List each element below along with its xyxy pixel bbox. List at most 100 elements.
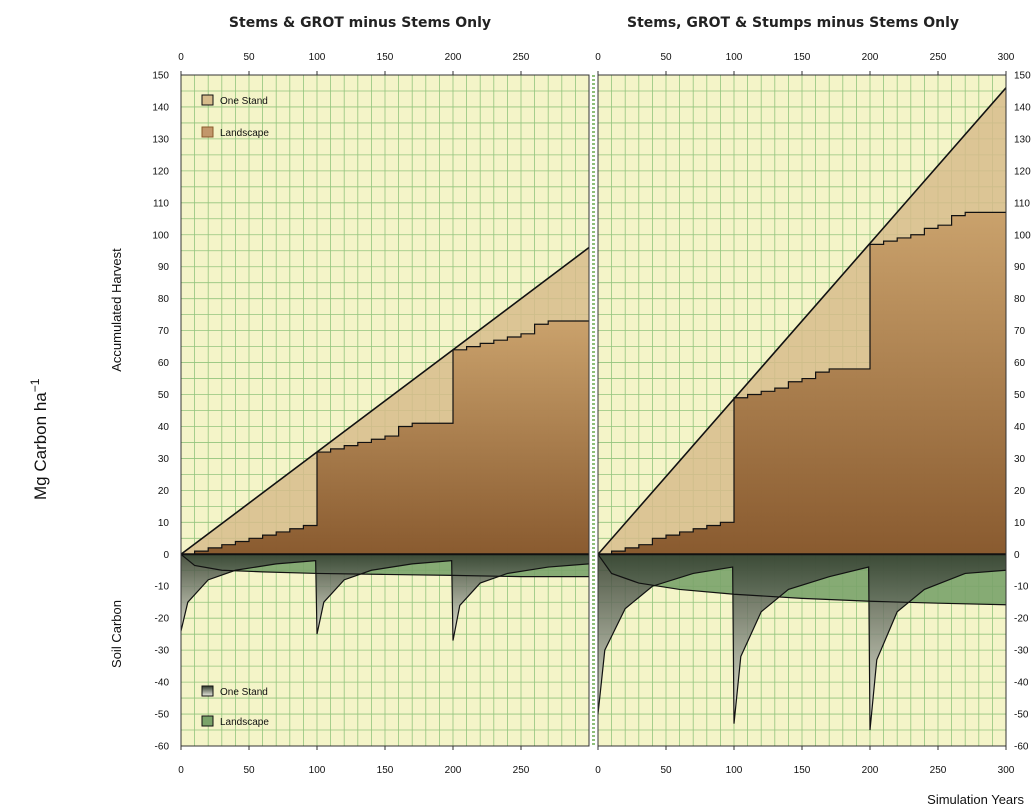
panel2-soil-one-stand-area [598, 554, 1006, 731]
panel2-y-tick-right: 50 [1014, 390, 1026, 401]
panel1-y-tick-left: 60 [158, 358, 170, 369]
soil-carbon-label: Soil Carbon [109, 600, 124, 668]
harvest-legend: One Stand Landscape [201, 94, 269, 139]
panel1-y-tick-left: 90 [158, 262, 170, 273]
panel2-harvest-one-stand-line [598, 87, 1006, 555]
panel2-y-tick-right: 20 [1014, 486, 1026, 497]
panel1-y-tick-left: 150 [152, 71, 169, 82]
panel2-y-tick-right: 110 [1014, 198, 1030, 209]
panel2-x-tick-top: 0 [595, 52, 601, 63]
panel1-y-tick-left: 70 [158, 326, 170, 337]
panel2-x-tick-top: 150 [794, 52, 811, 63]
panel1-y-tick-left: -50 [155, 710, 170, 721]
panel1-y-tick-left: 30 [158, 454, 170, 465]
panel1-x-tick-bottom: 50 [243, 765, 255, 776]
panel2-y-tick-right: 90 [1014, 262, 1026, 273]
panel1-y-tick-left: 0 [163, 550, 169, 561]
panel1-x-tick-top: 50 [243, 52, 255, 63]
soil-legend: One Stand Landscape [201, 685, 269, 728]
panel2-y-tick-right: 70 [1014, 326, 1026, 337]
panel2-x-tick-top: 100 [726, 52, 743, 63]
legend-label-soil-landscape: Landscape [220, 717, 269, 728]
panel2-harvest-landscape-line [598, 211, 1006, 555]
panel2-harvest-landscape-area [598, 212, 1006, 555]
panel1-y-tick-left: 140 [152, 102, 169, 113]
panel2-soil-landscape-line [598, 553, 1006, 606]
y-axis-title-superscript: −1 [28, 378, 42, 392]
panel1-harvest-landscape-line [181, 320, 589, 555]
y-axis-title: Mg Carbon ha−1 [28, 378, 50, 500]
panel1-y-tick-left: 130 [152, 134, 169, 145]
panel1-y-tick-left: 10 [158, 518, 170, 529]
panel1-y-tick-left: 50 [158, 390, 170, 401]
panel2-x-tick-top: 250 [930, 52, 947, 63]
accumulated-harvest-label: Accumulated Harvest [109, 248, 124, 372]
panel2-y-tick-right: -30 [1014, 646, 1029, 657]
panel1-x-tick-top: 250 [513, 52, 530, 63]
panel1-y-tick-left: 40 [158, 422, 170, 433]
panel1-x-tick-top: 150 [377, 52, 394, 63]
panel2-x-tick-bottom: 250 [930, 765, 947, 776]
legend-label-soil-one-stand: One Stand [220, 687, 268, 698]
panel2-soil-one-stand-line [598, 566, 1006, 731]
legend-swatch-harvest-landscape [201, 126, 214, 138]
panel2-x-tick-bottom: 200 [862, 765, 879, 776]
panel1-soil-landscape-line [181, 553, 589, 578]
legend-label-harvest-landscape: Landscape [220, 128, 269, 139]
panel2-series [598, 87, 1006, 731]
panel1-x-tick-top: 200 [445, 52, 462, 63]
panel2-y-tick-right: -60 [1014, 742, 1029, 753]
panel1-y-tick-left: 110 [153, 198, 169, 209]
legend-swatch-soil-one-stand [201, 685, 214, 697]
panel-right: 0050501001001501502002002502503003001501… [595, 52, 1031, 776]
panel-right-title: Stems, GROT & Stumps minus Stems Only [627, 15, 959, 31]
panel2-y-tick-right: 150 [1014, 71, 1031, 82]
panel1-x-tick-bottom: 100 [309, 765, 326, 776]
panel2-y-tick-right: -50 [1014, 710, 1029, 721]
panel1-y-tick-left: 80 [158, 294, 170, 305]
panel1-series [181, 246, 589, 641]
panel2-y-tick-right: 130 [1014, 134, 1031, 145]
panel2-x-tick-top: 300 [998, 52, 1015, 63]
panel2-y-tick-right: 0 [1014, 550, 1020, 561]
panel1-y-tick-left: 20 [158, 486, 170, 497]
legend-label-harvest-one-stand: One Stand [220, 96, 268, 107]
panel2-y-tick-right: -20 [1014, 614, 1029, 625]
panel1-y-tick-left: -30 [155, 646, 170, 657]
panel2-x-tick-bottom: 300 [998, 765, 1015, 776]
panel1-soil-one-stand-line [181, 560, 589, 641]
panel2-y-tick-right: 80 [1014, 294, 1026, 305]
panel1-x-tick-bottom: 250 [513, 765, 530, 776]
panel2-x-tick-bottom: 50 [660, 765, 672, 776]
panel1-x-tick-top: 100 [309, 52, 326, 63]
panel2-y-tick-right: -40 [1014, 678, 1029, 689]
panel-left: 0050501001001501502002002502501501401301… [152, 52, 590, 776]
panel1-y-tick-left: 120 [152, 166, 169, 177]
panel1-y-tick-left: 100 [152, 230, 169, 241]
panel1-x-tick-top: 0 [178, 52, 184, 63]
panel2-y-tick-right: 60 [1014, 358, 1026, 369]
panel1-x-tick-bottom: 0 [178, 765, 184, 776]
panel1-y-tick-left: -10 [155, 582, 170, 593]
panel2-y-tick-right: 30 [1014, 454, 1026, 465]
panel2-x-tick-top: 200 [862, 52, 879, 63]
panel1-x-tick-bottom: 200 [445, 765, 462, 776]
legend-swatch-harvest-one-stand [201, 94, 214, 106]
legend-swatch-soil-landscape [201, 715, 214, 727]
panel2-y-tick-right: 10 [1014, 518, 1026, 529]
y-axis-title-main: Mg Carbon ha [31, 392, 50, 500]
panel1-y-tick-left: -40 [155, 678, 170, 689]
panel-left-title: Stems & GROT minus Stems Only [229, 15, 491, 31]
panel2-y-tick-right: 100 [1014, 230, 1031, 241]
panel2-y-tick-right: 140 [1014, 102, 1031, 113]
panel2-x-tick-bottom: 150 [794, 765, 811, 776]
panel1-x-tick-bottom: 150 [377, 765, 394, 776]
panel1-y-tick-left: -20 [155, 614, 170, 625]
x-axis-title: Simulation Years [927, 792, 1024, 807]
panel1-harvest-one-stand-line [181, 246, 589, 555]
panel2-y-tick-right: 120 [1014, 166, 1031, 177]
panel2-x-tick-bottom: 100 [726, 765, 743, 776]
panel2-x-tick-bottom: 0 [595, 765, 601, 776]
panel2-x-tick-top: 50 [660, 52, 672, 63]
